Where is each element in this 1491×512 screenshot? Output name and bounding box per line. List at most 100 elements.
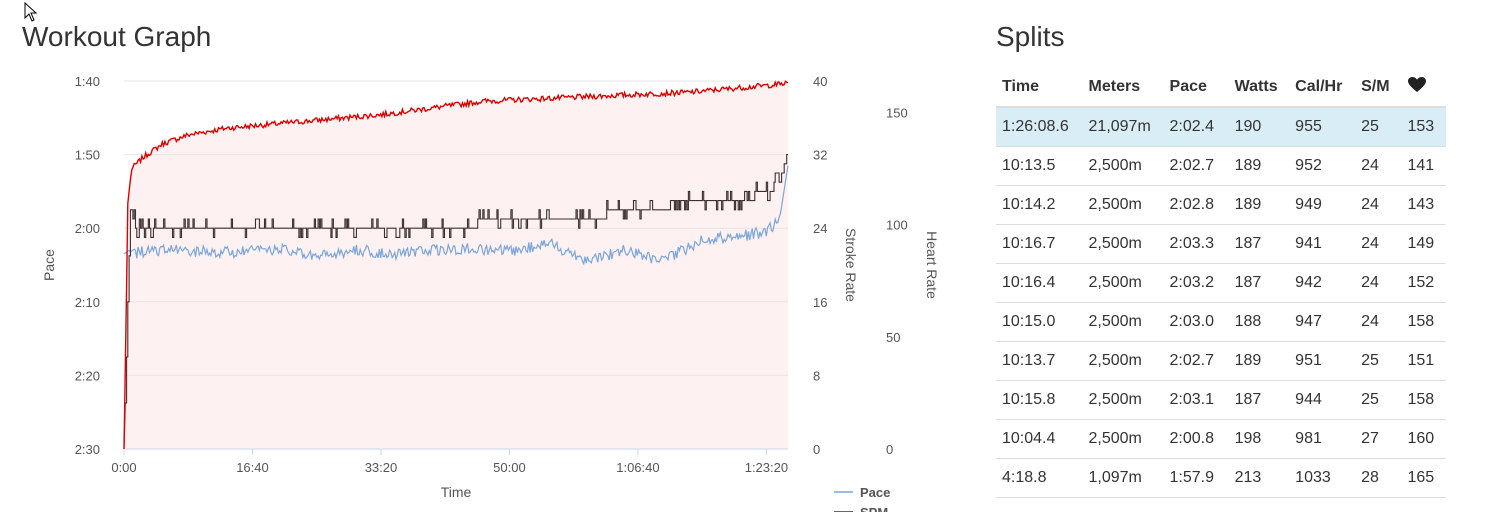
split-cell: 21,097m (1082, 107, 1164, 147)
split-cell: 1,097m (1082, 458, 1164, 498)
split-cell: 152 (1401, 263, 1446, 303)
split-cell: 1:57.9 (1163, 458, 1229, 498)
split-cell: 10:16.7 (996, 224, 1083, 264)
stroke-tick-label: 0 (813, 442, 820, 457)
splits-total-row: 1:26:08.6 21,097m 2:02.4 190 955 25 153 (996, 107, 1446, 147)
split-cell: 2,500m (1082, 341, 1164, 381)
split-cell: 1033 (1289, 458, 1356, 498)
stroke-tick-label: 16 (813, 295, 827, 310)
stroke-axis-title: Stroke Rate (843, 228, 859, 302)
heart-rate-column-header[interactable] (1401, 68, 1446, 108)
splits-table: Time Meters Pace Watts Cal/Hr S/M 1:26:08.6 21… (996, 68, 1446, 498)
split-cell: 24 (1355, 185, 1402, 225)
split-cell: 24 (1355, 224, 1402, 264)
split-cell: 2,500m (1082, 263, 1164, 303)
split-cell: 198 (1228, 419, 1290, 459)
splits-row: 10:13.7 2,500m 2:02.7 189 951 25 151 (996, 341, 1446, 381)
x-tick-label: 50:00 (493, 460, 526, 475)
split-cell: 141 (1401, 146, 1446, 186)
pace-tick-label: 2:10 (75, 295, 100, 310)
splits-row: 10:15.0 2,500m 2:03.0 188 947 24 158 (996, 302, 1446, 342)
pace-tick-label: 1:50 (75, 148, 100, 163)
split-cell: 188 (1228, 302, 1290, 342)
split-cell: 2:00.8 (1163, 419, 1229, 459)
split-cell: 151 (1401, 341, 1446, 381)
split-cell: 952 (1289, 146, 1356, 186)
split-cell: 10:15.8 (996, 380, 1083, 420)
split-cell: 2,500m (1082, 380, 1164, 420)
column-header-sm[interactable]: S/M (1355, 68, 1402, 108)
hr-tick-label: 150 (886, 105, 908, 120)
split-cell: 25 (1355, 107, 1402, 147)
pace-axis-title: Pace (41, 249, 57, 281)
x-tick-label: 1:06:40 (616, 460, 659, 475)
split-cell: 2,500m (1082, 146, 1164, 186)
split-cell: 951 (1289, 341, 1356, 381)
stroke-tick-label: 32 (813, 148, 827, 163)
heart-rate-line (123, 80, 789, 450)
split-cell: 2:02.8 (1163, 185, 1229, 225)
split-cell: 955 (1289, 107, 1356, 147)
stroke-tick-label: 8 (813, 368, 820, 383)
split-cell: 189 (1228, 146, 1290, 186)
x-axis-title: Time (441, 484, 472, 500)
mouse-cursor-icon (24, 2, 38, 22)
x-tick-label: 0:00 (111, 460, 136, 475)
split-cell: 941 (1289, 224, 1356, 264)
column-header-calhr[interactable]: Cal/Hr (1289, 68, 1356, 108)
splits-row: 4:18.8 1,097m 1:57.9 213 1033 28 165 (996, 458, 1446, 498)
splits-row: 10:14.2 2,500m 2:02.8 189 949 24 143 (996, 185, 1446, 225)
pace-line (123, 165, 789, 265)
split-cell: 24 (1355, 302, 1402, 342)
split-cell: 1:26:08.6 (996, 107, 1083, 147)
hr-tick-label: 100 (886, 218, 908, 233)
split-cell: 2:02.4 (1163, 107, 1229, 147)
split-cell: 187 (1228, 224, 1290, 264)
split-cell: 2:03.3 (1163, 224, 1229, 264)
pace-tick-label: 1:40 (75, 74, 100, 89)
split-cell: 10:15.0 (996, 302, 1083, 342)
split-cell: 942 (1289, 263, 1356, 303)
pace-tick-label: 2:20 (75, 368, 100, 383)
x-tick-label: 33:20 (365, 460, 398, 475)
stroke-tick-label: 40 (813, 74, 827, 89)
split-cell: 189 (1228, 185, 1290, 225)
split-cell: 2,500m (1082, 302, 1164, 342)
split-cell: 149 (1401, 224, 1446, 264)
column-header-meters[interactable]: Meters (1082, 68, 1164, 108)
split-cell: 153 (1401, 107, 1446, 147)
split-cell: 2:02.7 (1163, 146, 1229, 186)
column-header-watts[interactable]: Watts (1228, 68, 1290, 108)
chart-legend[interactable]: Pace SPM (834, 485, 890, 512)
split-cell: 10:04.4 (996, 419, 1083, 459)
stroke-tick-label: 24 (813, 221, 827, 236)
pace-tick-label: 2:00 (75, 221, 100, 236)
split-cell: 187 (1228, 263, 1290, 303)
splits-title: Splits (996, 21, 1065, 52)
split-cell: 2:03.2 (1163, 263, 1229, 303)
column-header-time[interactable]: Time (996, 68, 1083, 108)
split-cell: 189 (1228, 341, 1290, 381)
legend-spm-label: SPM (860, 505, 888, 512)
split-cell: 187 (1228, 380, 1290, 420)
hr-tick-label: 50 (886, 330, 900, 345)
split-cell: 143 (1401, 185, 1446, 225)
split-cell: 981 (1289, 419, 1356, 459)
split-cell: 2:03.0 (1163, 302, 1229, 342)
heart-rate-area (124, 81, 788, 450)
workout-graph-title: Workout Graph (22, 21, 212, 52)
workout-graph-chart[interactable]: 1:40 1:50 2:00 2:10 2:20 2:30 40 32 24 16 8 0 150 100… (0, 60, 990, 512)
split-cell: 25 (1355, 341, 1402, 381)
split-cell: 2:02.7 (1163, 341, 1229, 381)
split-cell: 27 (1355, 419, 1402, 459)
split-cell: 10:16.4 (996, 263, 1083, 303)
splits-body: 1:26:08.6 21,097m 2:02.4 190 955 25 153 10:13.5… (996, 107, 1446, 498)
split-cell: 158 (1401, 380, 1446, 420)
column-header-pace[interactable]: Pace (1163, 68, 1229, 108)
split-cell: 190 (1228, 107, 1290, 147)
split-cell: 2,500m (1082, 224, 1164, 264)
split-cell: 947 (1289, 302, 1356, 342)
split-cell: 25 (1355, 380, 1402, 420)
split-cell: 28 (1355, 458, 1402, 498)
split-cell: 165 (1401, 458, 1446, 498)
